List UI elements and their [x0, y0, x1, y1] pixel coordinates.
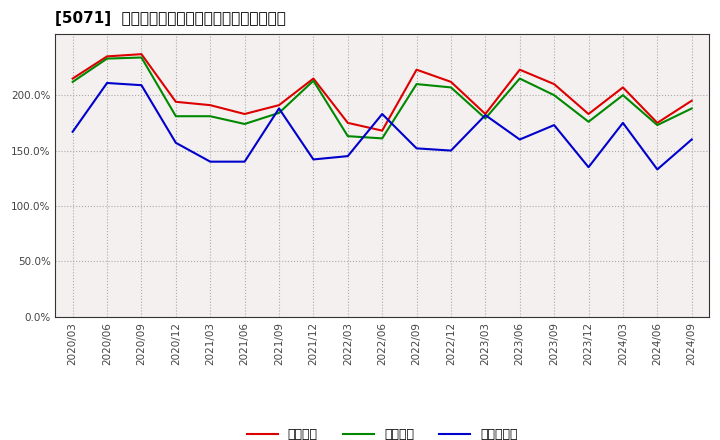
当座比率: [275, 110, 284, 116]
当座比率: [343, 133, 352, 139]
現預金比率: [584, 165, 593, 170]
現預金比率: [68, 129, 77, 134]
現預金比率: [171, 140, 180, 146]
Legend: 流動比率, 当座比率, 現預金比率: 流動比率, 当座比率, 現預金比率: [240, 422, 524, 440]
流動比率: [584, 111, 593, 117]
当座比率: [584, 119, 593, 125]
流動比率: [137, 51, 145, 57]
当座比率: [516, 76, 524, 81]
流動比率: [378, 128, 387, 133]
現預金比率: [206, 159, 215, 164]
流動比率: [446, 79, 455, 84]
現預金比率: [309, 157, 318, 162]
当座比率: [103, 56, 112, 61]
現預金比率: [481, 113, 490, 118]
現預金比率: [550, 122, 559, 128]
流動比率: [240, 111, 249, 117]
流動比率: [275, 103, 284, 108]
流動比率: [343, 120, 352, 125]
現預金比率: [343, 154, 352, 159]
流動比率: [68, 76, 77, 81]
流動比率: [171, 99, 180, 104]
流動比率: [309, 76, 318, 81]
現預金比率: [103, 81, 112, 86]
現預金比率: [275, 106, 284, 111]
現預金比率: [378, 111, 387, 117]
当座比率: [618, 92, 627, 98]
現預金比率: [688, 137, 696, 142]
Line: 現預金比率: 現預金比率: [73, 83, 692, 169]
当座比率: [653, 122, 662, 128]
流動比率: [550, 81, 559, 87]
当座比率: [378, 136, 387, 141]
流動比率: [413, 67, 421, 72]
Text: [5071]  流動比率、当座比率、現預金比率の推移: [5071] 流動比率、当座比率、現預金比率の推移: [55, 11, 287, 26]
当座比率: [413, 81, 421, 87]
当座比率: [137, 55, 145, 60]
当座比率: [446, 85, 455, 90]
流動比率: [688, 98, 696, 103]
流動比率: [206, 103, 215, 108]
現預金比率: [413, 146, 421, 151]
流動比率: [618, 85, 627, 90]
当座比率: [68, 79, 77, 84]
Line: 当座比率: 当座比率: [73, 58, 692, 139]
流動比率: [516, 67, 524, 72]
当座比率: [688, 106, 696, 111]
当座比率: [171, 114, 180, 119]
現預金比率: [137, 83, 145, 88]
流動比率: [653, 120, 662, 125]
流動比率: [481, 111, 490, 117]
当座比率: [309, 78, 318, 84]
当座比率: [206, 114, 215, 119]
当座比率: [550, 92, 559, 98]
現預金比率: [653, 167, 662, 172]
流動比率: [103, 54, 112, 59]
現預金比率: [618, 120, 627, 125]
現預金比率: [240, 159, 249, 164]
Line: 流動比率: 流動比率: [73, 54, 692, 131]
現預金比率: [516, 137, 524, 142]
当座比率: [481, 116, 490, 121]
当座比率: [240, 121, 249, 127]
現預金比率: [446, 148, 455, 153]
